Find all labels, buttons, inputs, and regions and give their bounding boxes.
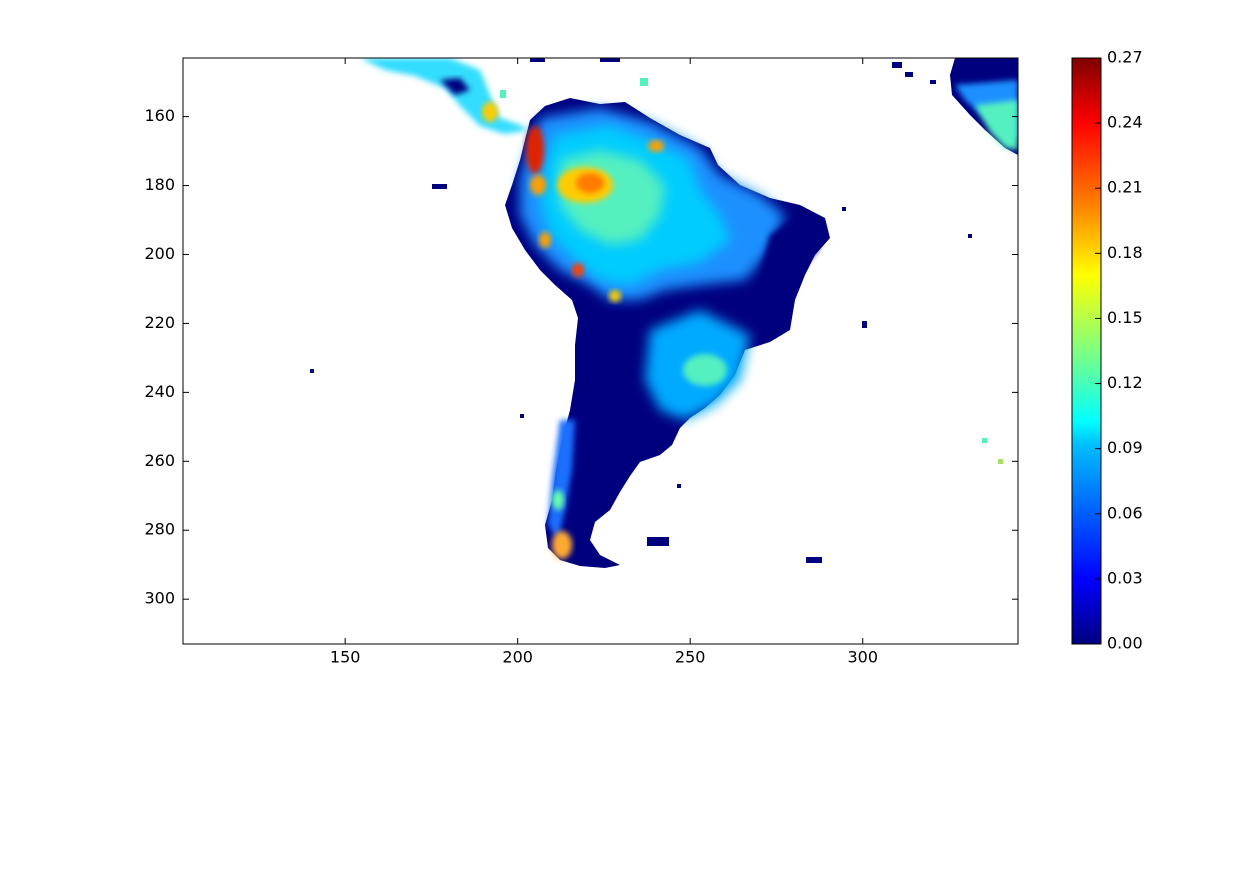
y-tick-label: 180 bbox=[144, 175, 175, 194]
axes-frame bbox=[182, 57, 1019, 645]
colorbar-tick-label: 0.12 bbox=[1107, 373, 1143, 392]
y-tick-label: 160 bbox=[144, 106, 175, 125]
y-tick-label: 280 bbox=[144, 520, 175, 539]
y-tick-label: 220 bbox=[144, 313, 175, 332]
colorbar-tick-label: 0.24 bbox=[1107, 113, 1143, 132]
colorbar-tick-label: 0.03 bbox=[1107, 568, 1143, 587]
colorbar-tick-label: 0.00 bbox=[1107, 634, 1143, 653]
colorbar-tick-label: 0.15 bbox=[1107, 308, 1143, 327]
colorbar-tick-label: 0.18 bbox=[1107, 243, 1143, 262]
heatmap-field bbox=[310, 58, 1018, 568]
y-tick-label: 260 bbox=[144, 451, 175, 470]
y-tick-label: 300 bbox=[144, 589, 175, 608]
x-tick-label: 200 bbox=[502, 648, 533, 667]
x-axis: 150 200 250 300 bbox=[330, 58, 878, 667]
colorbar-tick-label: 0.21 bbox=[1107, 178, 1143, 197]
colorbar-tick-label: 0.09 bbox=[1107, 438, 1143, 457]
y-tick-label: 200 bbox=[144, 244, 175, 263]
x-tick-label: 300 bbox=[847, 648, 878, 667]
colorbar-tick-label: 0.27 bbox=[1107, 48, 1143, 67]
colorbar-axis: 0.27 0.24 0.21 0.18 0.15 0.12 0.09 0.06 0.03 0.00 bbox=[1095, 48, 1143, 653]
y-axis: 160 180 200 220 240 260 280 300 bbox=[144, 106, 1018, 608]
colorbar bbox=[1071, 57, 1102, 645]
x-tick-label: 250 bbox=[675, 648, 706, 667]
y-tick-label: 240 bbox=[144, 382, 175, 401]
x-tick-label: 150 bbox=[330, 648, 361, 667]
colorbar-tick-label: 0.06 bbox=[1107, 503, 1143, 522]
